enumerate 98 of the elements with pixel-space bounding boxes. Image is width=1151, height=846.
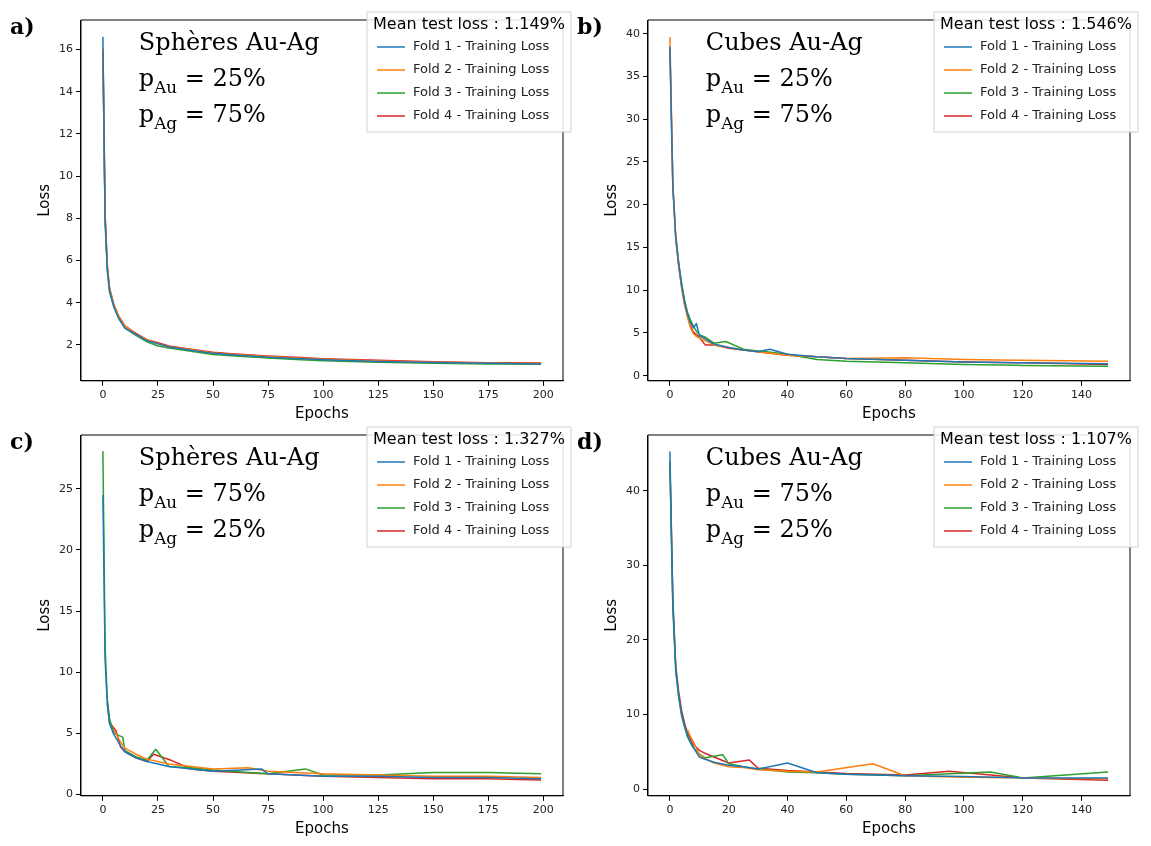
- y-tick-label: 40: [626, 26, 640, 40]
- x-tick-label: 140: [1071, 388, 1093, 402]
- y-tick-label: 14: [59, 84, 73, 98]
- x-tick-label: 120: [1012, 803, 1034, 817]
- x-axis-title: Epochs: [295, 818, 350, 837]
- y-tick-label: 30: [626, 558, 640, 572]
- y-tick-label: 10: [59, 169, 73, 182]
- x-tick-label: 60: [839, 388, 854, 402]
- x-tick-label: 60: [839, 803, 854, 817]
- x-tick-label: 175: [477, 803, 499, 817]
- x-tick-label: 75: [261, 803, 276, 817]
- legend-label: Fold 2 - Training Loss: [980, 61, 1117, 77]
- y-tick-label: 0: [633, 781, 640, 795]
- x-tick-label: 125: [367, 803, 389, 817]
- x-tick-label: 140: [1071, 803, 1093, 817]
- x-tick-label: 100: [312, 388, 334, 402]
- legend-label: Fold 3 - Training Loss: [413, 499, 550, 515]
- y-tick-label: 4: [66, 295, 73, 309]
- annotation: Cubes Au-Ag: [705, 28, 863, 56]
- legend-label: Fold 2 - Training Loss: [413, 476, 550, 492]
- legend-label: Fold 4 - Training Loss: [980, 522, 1117, 538]
- y-tick-label: 5: [66, 726, 73, 740]
- y-axis-title: Loss: [601, 183, 620, 217]
- y-tick-label: 8: [66, 211, 73, 225]
- legend-label: Fold 2 - Training Loss: [413, 61, 550, 77]
- y-tick-label: 20: [626, 197, 640, 211]
- y-tick-label: 35: [626, 69, 640, 83]
- x-tick-label: 80: [898, 388, 913, 402]
- x-tick-label: 75: [261, 388, 276, 402]
- legend-title: Mean test loss : 1.149%: [373, 14, 565, 34]
- legend-label: Fold 4 - Training Loss: [413, 522, 550, 538]
- y-tick-label: 30: [626, 112, 640, 126]
- x-tick-label: 200: [532, 388, 554, 402]
- x-tick-label: 100: [312, 803, 334, 817]
- annotation: Sphères Au-Ag: [138, 28, 320, 56]
- chart-title: b): [577, 13, 603, 39]
- chart-title: c): [10, 428, 34, 454]
- legend-title: Mean test loss : 1.107%: [940, 429, 1132, 449]
- y-tick-label: 5: [633, 325, 640, 339]
- y-axis-title: Loss: [601, 598, 620, 632]
- x-axis-title: Epochs: [295, 403, 350, 422]
- annotation: Cubes Au-Ag: [705, 443, 863, 471]
- x-tick-label: 0: [666, 388, 674, 402]
- legend-label: Fold 1 - Training Loss: [413, 38, 550, 54]
- y-axis-title: Loss: [34, 598, 53, 632]
- x-tick-label: 25: [150, 803, 165, 817]
- chart-title: d): [577, 428, 603, 454]
- y-tick-label: 12: [59, 126, 73, 140]
- legend-label: Fold 3 - Training Loss: [980, 499, 1117, 515]
- x-tick-label: 0: [666, 803, 674, 817]
- y-tick-label: 2: [66, 337, 73, 351]
- y-tick-label: 0: [66, 787, 73, 801]
- legend-label: Fold 4 - Training Loss: [413, 107, 550, 123]
- x-tick-label: 150: [422, 388, 444, 402]
- legend-label: Fold 1 - Training Loss: [413, 453, 550, 469]
- legend-title: Mean test loss : 1.546%: [940, 14, 1132, 34]
- y-tick-label: 10: [59, 665, 73, 679]
- legend-label: Fold 2 - Training Loss: [980, 476, 1117, 492]
- x-tick-label: 125: [367, 388, 389, 402]
- y-tick-label: 6: [66, 253, 73, 267]
- x-tick-label: 200: [532, 803, 554, 817]
- legend-title: Mean test loss : 1.327%: [373, 429, 565, 449]
- x-tick-label: 25: [150, 388, 165, 402]
- x-tick-label: 20: [721, 388, 736, 402]
- x-tick-label: 120: [1012, 388, 1034, 402]
- y-tick-label: 40: [626, 483, 640, 497]
- x-axis-title: Epochs: [862, 818, 917, 837]
- legend-label: Fold 4 - Training Loss: [980, 107, 1117, 123]
- x-tick-label: 50: [206, 388, 220, 402]
- x-axis-title: Epochs: [862, 403, 917, 422]
- y-tick-label: 10: [626, 707, 640, 721]
- x-tick-label: 50: [206, 803, 220, 817]
- y-tick-label: 16: [59, 42, 73, 56]
- x-tick-label: 175: [477, 388, 499, 402]
- y-tick-label: 0: [633, 368, 640, 382]
- x-tick-label: 100: [953, 803, 975, 817]
- y-tick-label: 25: [626, 154, 640, 168]
- x-tick-label: 150: [422, 803, 444, 817]
- y-axis-title: Loss: [34, 183, 53, 217]
- x-tick-label: 0: [99, 388, 107, 402]
- y-tick-label: 15: [626, 240, 640, 254]
- annotation: Sphères Au-Ag: [138, 443, 320, 471]
- legend-label: Fold 3 - Training Loss: [413, 84, 550, 100]
- y-tick-label: 20: [626, 632, 640, 646]
- y-tick-label: 25: [59, 481, 73, 495]
- x-tick-label: 0: [99, 803, 107, 817]
- chart-title: a): [10, 13, 35, 39]
- legend-label: Fold 1 - Training Loss: [980, 38, 1117, 54]
- x-tick-label: 40: [780, 803, 795, 817]
- x-tick-label: 100: [953, 388, 975, 402]
- y-tick-label: 15: [59, 603, 73, 617]
- x-tick-label: 80: [898, 803, 913, 817]
- y-tick-label: 20: [59, 542, 73, 556]
- legend-label: Fold 1 - Training Loss: [980, 453, 1117, 469]
- x-tick-label: 20: [721, 803, 736, 817]
- legend-label: Fold 3 - Training Loss: [980, 84, 1117, 100]
- x-tick-label: 40: [780, 388, 795, 402]
- y-tick-label: 10: [626, 283, 640, 297]
